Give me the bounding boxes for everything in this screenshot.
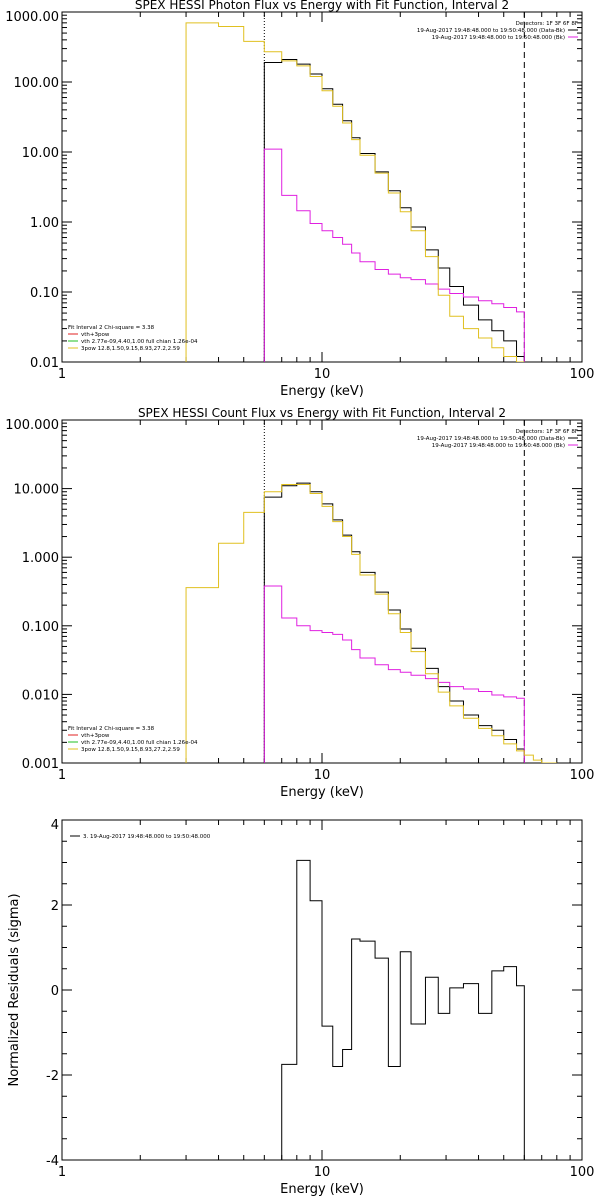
legend: 3. 19-Aug-2017 19:48:48.000 to 19:50:48.… xyxy=(70,834,211,840)
chart-title: SPEX HESSI Photon Flux vs Energy with Fi… xyxy=(135,0,509,12)
series-group xyxy=(185,482,557,763)
y-tick-label: 1.000 xyxy=(22,551,59,566)
series-line-2 xyxy=(263,148,525,362)
y-tick-label: 100.000 xyxy=(5,418,59,433)
y-tick-label: 0 xyxy=(51,984,59,999)
x-axis: 1 10 100 Energy (keV) xyxy=(58,420,595,800)
y-tick-label: 0.001 xyxy=(22,757,59,772)
legend-entry: Detectors: 1F 3F 6F 8F xyxy=(516,429,578,435)
legend-entry: vth+3pow xyxy=(81,332,110,338)
y-tick-label: 10.000 xyxy=(14,483,60,498)
x-tick-label: 10 xyxy=(314,1165,331,1180)
series-line-3 xyxy=(185,483,557,763)
series-group xyxy=(264,859,525,1160)
x-tick-label: 100 xyxy=(570,768,595,783)
y-tick-label: 0.100 xyxy=(22,620,59,635)
series-line-3 xyxy=(185,22,525,362)
legend-entry: Fit Interval 2 Chi-square = 3.38 xyxy=(68,325,155,331)
legend-entry: 19-Aug-2017 19:48:48.000 to 19:50:48.000… xyxy=(432,35,565,41)
y-tick-label: 1000.00 xyxy=(5,10,59,25)
legend-entry: 3pow 12.8,1.50,9.15,8.93,27.2,2.59 xyxy=(81,346,180,352)
legend-entry: 19-Aug-2017 19:48:48.000 to 19:50:48.000… xyxy=(417,28,565,34)
series-group xyxy=(185,22,525,362)
y-tick-label: 100.00 xyxy=(14,76,60,91)
legend-entry: vth+3pow xyxy=(81,733,110,739)
y-tick-label: 2 xyxy=(51,899,59,914)
x-tick-label: 1 xyxy=(58,1165,66,1180)
x-axis-label: Energy (keV) xyxy=(280,1182,364,1197)
x-tick-label: 10 xyxy=(314,367,331,382)
x-tick-label: 1 xyxy=(58,768,66,783)
legend-entry: vth 2.77e-09,4.40,1.00 full chian 1.26e-… xyxy=(81,339,198,345)
legend-entry: 3. 19-Aug-2017 19:48:48.000 to 19:50:48.… xyxy=(83,834,211,840)
chart-2: SPEX HESSI Count Flux vs Energy with Fit… xyxy=(5,406,594,800)
chart-3: 1 10 100 Energy (keV) -4 -2 0 2 4 Normalized Resi… xyxy=(7,818,594,1197)
legend-entry: Detectors: 1F 3F 6F 8F xyxy=(516,21,578,27)
chart-1: SPEX HESSI Photon Flux vs Energy with Fi… xyxy=(5,0,594,399)
legend-entry: vth 2.77e-09,4.40,1.00 full chian 1.26e-… xyxy=(81,740,198,746)
x-tick-label: 10 xyxy=(314,768,331,783)
legend: Fit Interval 2 Chi-square = 3.38vth+3pow… xyxy=(68,726,198,753)
y-axis: 0.01 0.10 1.00 10.00 100.00 1000.00 xyxy=(5,10,582,371)
legend: Fit Interval 2 Chi-square = 3.38vth+3pow… xyxy=(68,325,198,352)
y-tick-label: 0.10 xyxy=(30,286,59,301)
y-tick-label: -2 xyxy=(46,1069,59,1084)
y-tick-label: 1.00 xyxy=(30,216,59,231)
chart-title: SPEX HESSI Count Flux vs Energy with Fit… xyxy=(138,406,506,420)
x-axis: 1 10 100 Energy (keV) xyxy=(58,12,595,399)
series-line-1 xyxy=(264,859,525,1160)
series-line-1 xyxy=(263,58,525,362)
y-axis-label: Normalized Residuals (sigma) xyxy=(7,893,22,1086)
legend-entry: Fit Interval 2 Chi-square = 3.38 xyxy=(68,726,155,732)
y-axis: -4 -2 0 2 4 Normalized Residuals (sigma) xyxy=(7,818,582,1169)
y-tick-label: 4 xyxy=(51,818,59,833)
y-tick-label: -4 xyxy=(46,1154,59,1169)
y-tick-label: 0.01 xyxy=(30,356,59,371)
y-axis: 0.001 0.010 0.100 1.000 10.000 100.000 xyxy=(5,418,582,772)
y-tick-label: 10.00 xyxy=(22,146,59,161)
x-tick-label: 1 xyxy=(58,367,66,382)
series-line-1 xyxy=(263,482,525,763)
x-tick-label: 100 xyxy=(570,367,595,382)
legend-entry: 3pow 12.8,1.50,9.15,8.93,27.2,2.59 xyxy=(81,747,180,753)
series-line-2 xyxy=(263,585,525,763)
x-axis: 1 10 100 Energy (keV) xyxy=(58,820,595,1197)
x-axis-label: Energy (keV) xyxy=(280,785,364,800)
legend-entry: 19-Aug-2017 19:48:48.000 to 19:50:48.000… xyxy=(432,443,565,449)
x-axis-label: Energy (keV) xyxy=(280,384,364,399)
legend-entry: 19-Aug-2017 19:48:48.000 to 19:50:48.000… xyxy=(417,436,565,442)
y-tick-label: 0.010 xyxy=(22,688,59,703)
x-tick-label: 100 xyxy=(570,1165,595,1180)
